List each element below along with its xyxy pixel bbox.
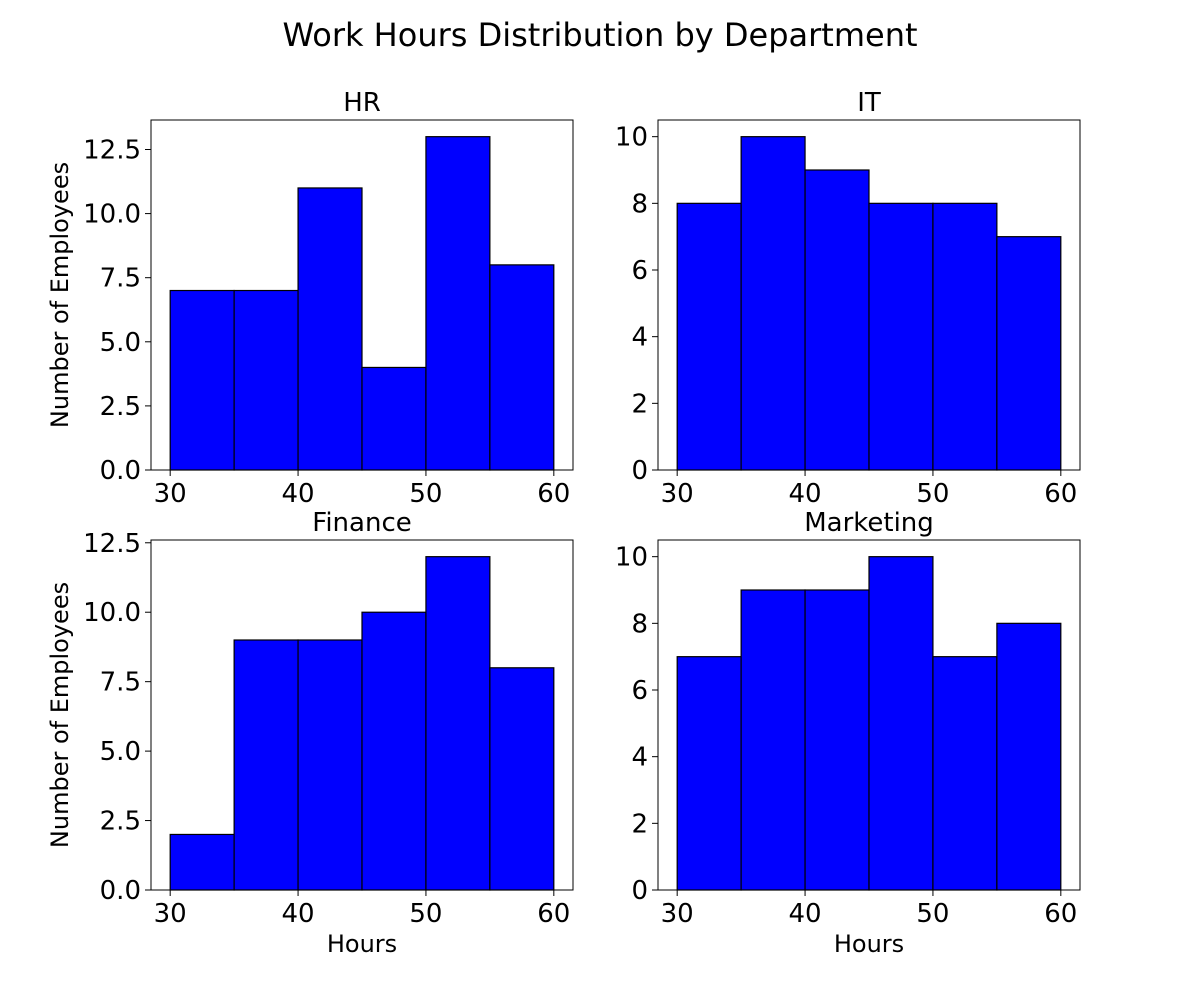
x-tick-label: 60 [537,899,570,929]
subplot-title: Marketing [804,508,934,538]
histogram-bar [996,622,1062,891]
histogram-bar [740,136,806,471]
y-tick-label: 12.5 [83,529,141,559]
histogram-bar [233,639,299,891]
histogram-bar [868,202,934,471]
x-tick-label: 50 [409,479,442,509]
y-tick-label: 5.0 [100,737,141,767]
y-tick-label: 7.5 [100,264,141,294]
histogram-bar [297,639,363,891]
y-tick-label: 2 [631,389,648,419]
histogram-bar [425,556,491,891]
x-tick-label: 50 [916,479,949,509]
histogram-bar [425,136,491,471]
x-tick-label: 30 [661,479,694,509]
y-tick-label: 4 [631,743,648,773]
histogram-bar [169,833,235,891]
figure-title: Work Hours Distribution by Department [282,16,917,54]
x-tick-label: 50 [409,899,442,929]
subplot-title: IT [857,88,881,118]
axes-frame [150,539,574,891]
histogram-bar [676,202,742,471]
y-axis-label: Number of Employees [46,162,74,428]
histogram-bar [676,656,742,891]
histogram-bar [740,589,806,891]
histogram-bar [489,264,555,471]
subplot-title: Finance [312,508,411,538]
subplot-finance: 30 40 50 60 0.0 2.5 5.0 7.5 10.0 12.5 Finance Numbe… [46,508,574,958]
x-tick-label: 30 [154,899,187,929]
y-tick-label: 8 [631,609,648,639]
y-tick-label: 6 [631,256,648,286]
y-axis-label: Number of Employees [46,582,74,848]
x-tick-label: 40 [789,899,822,929]
y-tick-label: 4 [631,323,648,353]
axes-frame [657,119,1081,471]
subplot-title: HR [343,88,381,118]
y-tick-label: 2 [631,809,648,839]
x-tick-label: 30 [661,899,694,929]
histogram-bar [804,589,870,891]
x-tick-label: 60 [1044,899,1077,929]
subplot-hr: 30 40 50 60 0.0 2.5 5.0 7.5 10.0 12.5 HR Number of … [46,88,574,509]
axes-frame [657,539,1081,891]
x-tick-label: 40 [789,479,822,509]
y-tick-label: 0 [631,456,648,486]
y-tick-label: 10 [615,543,648,573]
histogram-bar [804,169,870,471]
x-axis-label: Hours [834,930,904,958]
x-tick-label: 60 [1044,479,1077,509]
x-tick-label: 40 [282,899,315,929]
histogram-bar [932,202,998,471]
y-tick-label: 2.5 [100,392,141,422]
y-tick-label: 0.0 [100,876,141,906]
x-tick-label: 60 [537,479,570,509]
axes-frame [150,119,574,471]
histogram-bar [297,187,363,471]
y-tick-label: 12.5 [83,135,141,165]
histogram-bar [361,366,427,471]
histogram-bar [233,289,299,471]
histogram-bar [361,611,427,891]
histogram-bar [489,667,555,891]
x-axis-label: Hours [327,930,397,958]
histogram-bar [169,289,235,471]
subplot-marketing: 30 40 50 60 0 2 4 6 8 10 Marketing Hours [615,508,1081,958]
histogram-bar [932,656,998,891]
y-tick-label: 0.0 [100,456,141,486]
histogram-bar [996,236,1062,471]
y-tick-label: 10.0 [83,200,141,230]
x-tick-label: 30 [154,479,187,509]
subplot-it: 30 40 50 60 0 2 4 6 8 10 IT [615,88,1081,509]
histogram-bar [868,556,934,891]
y-tick-label: 10 [615,123,648,153]
x-tick-label: 40 [282,479,315,509]
y-tick-label: 6 [631,676,648,706]
y-tick-label: 0 [631,876,648,906]
x-tick-label: 50 [916,899,949,929]
y-tick-label: 8 [631,189,648,219]
y-tick-label: 7.5 [100,668,141,698]
y-tick-label: 2.5 [100,807,141,837]
y-tick-label: 5.0 [100,328,141,358]
y-tick-label: 10.0 [83,598,141,628]
